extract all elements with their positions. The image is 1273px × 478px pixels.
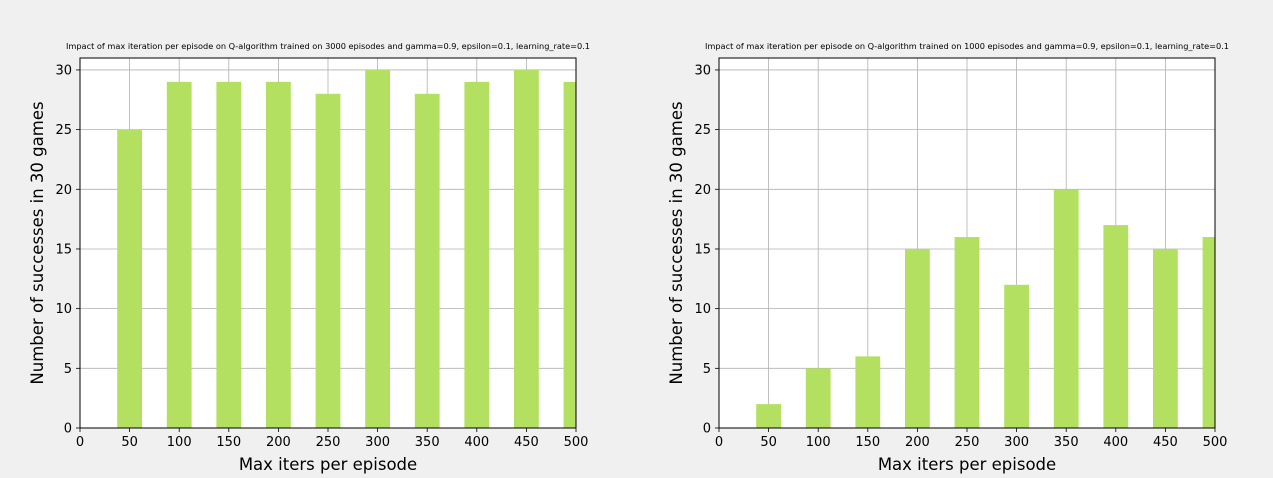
x-tick-label: 0	[715, 435, 723, 450]
y-tick-label: 10	[55, 302, 72, 317]
bar	[464, 81, 490, 428]
bar	[805, 368, 831, 428]
x-tick-label: 450	[1153, 435, 1178, 450]
x-tick-label: 250	[955, 435, 980, 450]
x-tick-label: 500	[1203, 435, 1228, 450]
bars	[117, 69, 576, 428]
y-tick-label: 20	[694, 183, 711, 198]
x-tick-label: 200	[266, 435, 291, 450]
y-tick-label: 5	[703, 362, 711, 377]
x-tick-label: 400	[464, 435, 489, 450]
y-tick-label: 25	[694, 123, 711, 138]
x-tick-label: 350	[1054, 435, 1079, 450]
bar	[1202, 237, 1215, 428]
bar	[1153, 248, 1178, 428]
y-tick-label: 30	[694, 63, 711, 78]
y-tick-label: 25	[55, 123, 72, 138]
y-tick-label: 15	[694, 242, 711, 257]
bar	[166, 81, 192, 428]
bar	[365, 69, 390, 428]
bar	[855, 356, 881, 428]
x-tick-label: 300	[1004, 435, 1029, 450]
x-tick-label: 300	[365, 435, 390, 450]
y-tick-label: 30	[55, 63, 72, 78]
bars	[756, 189, 1215, 428]
y-tick-label: 0	[703, 422, 711, 437]
x-tick-label: 400	[1103, 435, 1128, 450]
bar	[514, 69, 539, 428]
bar	[315, 93, 341, 428]
chart-left: Impact of max iteration per episode on Q…	[28, 41, 590, 474]
bar	[1103, 225, 1129, 428]
chart-right: Impact of max iteration per episode on Q…	[667, 41, 1229, 474]
bar	[266, 81, 291, 428]
bar	[756, 404, 781, 428]
x-tick-label: 150	[855, 435, 880, 450]
bar	[414, 93, 440, 428]
bar	[905, 248, 930, 428]
x-axis-label: Max iters per episode	[878, 455, 1056, 474]
x-tick-label: 50	[760, 435, 777, 450]
y-axis-label: Number of successes in 30 games	[28, 101, 47, 384]
x-tick-label: 350	[415, 435, 440, 450]
x-tick-label: 250	[316, 435, 341, 450]
bar	[1004, 284, 1029, 428]
bar	[563, 81, 576, 428]
y-tick-label: 20	[55, 183, 72, 198]
x-tick-label: 50	[121, 435, 138, 450]
bar	[1053, 189, 1079, 428]
bar	[117, 129, 142, 428]
x-tick-label: 200	[905, 435, 930, 450]
chart-title: Impact of max iteration per episode on Q…	[705, 41, 1229, 51]
x-tick-label: 100	[806, 435, 831, 450]
y-tick-label: 5	[64, 362, 72, 377]
y-tick-label: 0	[64, 422, 72, 437]
x-axis-label: Max iters per episode	[239, 455, 417, 474]
x-tick-label: 100	[167, 435, 192, 450]
x-tick-label: 150	[216, 435, 241, 450]
y-axis-label: Number of successes in 30 games	[667, 101, 686, 384]
x-tick-label: 0	[76, 435, 84, 450]
chart-title: Impact of max iteration per episode on Q…	[66, 41, 590, 51]
bar	[954, 237, 980, 428]
y-tick-label: 10	[694, 302, 711, 317]
x-tick-label: 450	[514, 435, 539, 450]
x-tick-label: 500	[564, 435, 589, 450]
y-tick-label: 15	[55, 242, 72, 257]
bar	[216, 81, 242, 428]
